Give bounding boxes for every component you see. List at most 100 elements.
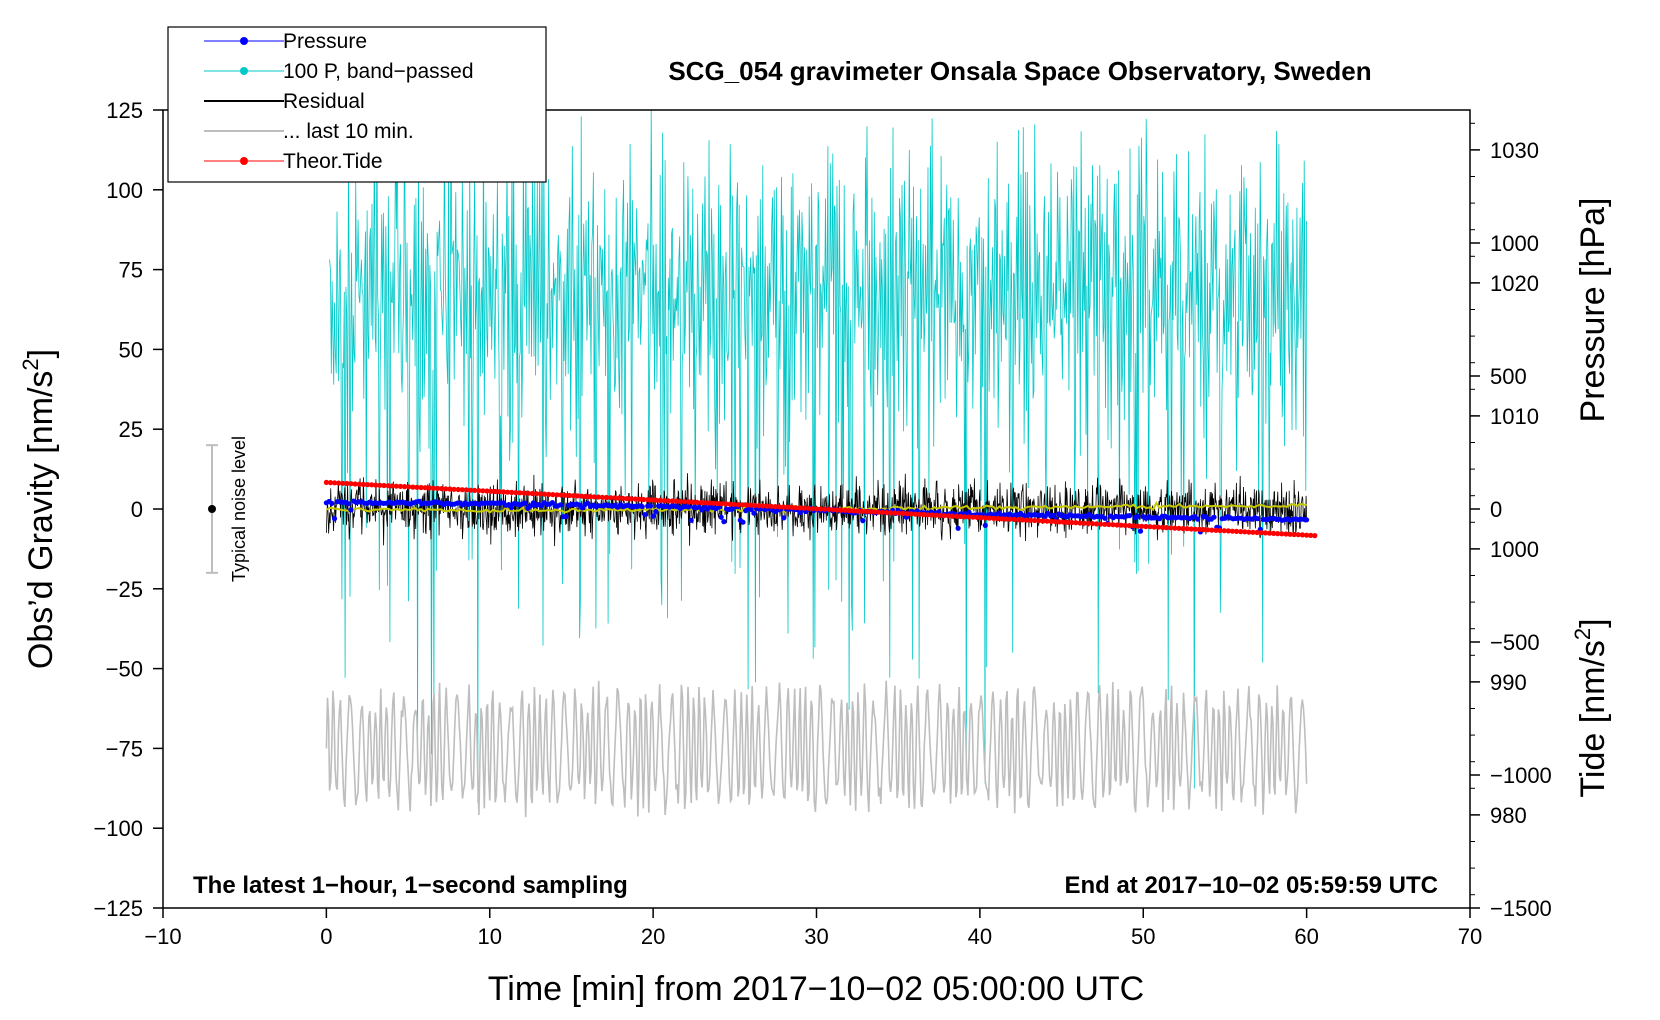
- tide-point: [850, 508, 857, 514]
- pressure-point: [740, 519, 746, 525]
- tide-point: [900, 510, 906, 516]
- tide-point: [500, 489, 507, 495]
- y-left-tick-label: −125: [93, 896, 143, 921]
- tide-tick-label: −1500: [1490, 896, 1552, 921]
- pressure-point: [563, 513, 569, 520]
- tide-point: [748, 502, 754, 508]
- tide-point: [925, 512, 931, 518]
- tide-point: [348, 481, 354, 487]
- tide-point: [558, 492, 564, 498]
- tide-point: [970, 514, 976, 520]
- legend-swatch-marker: [240, 67, 248, 75]
- tide-point: [1196, 526, 1203, 533]
- legend-label: Theor.Tide: [283, 150, 383, 173]
- tide-point: [612, 495, 618, 501]
- noise-level-center: [208, 505, 217, 513]
- tide-point: [1295, 532, 1301, 538]
- tide-point: [1304, 532, 1310, 538]
- pressure-tick-label: 1030: [1490, 138, 1539, 163]
- tide-point: [702, 500, 708, 506]
- tide-point: [986, 515, 993, 521]
- tide-point: [966, 514, 972, 520]
- pressure-point: [579, 505, 585, 511]
- annotation-end-time: End at 2017−10−02 05:59:59 UTC: [1064, 872, 1438, 899]
- pressure-point: [982, 522, 988, 529]
- tide-point: [1131, 523, 1137, 529]
- tide-point: [1019, 517, 1025, 523]
- tide-point: [929, 512, 935, 518]
- tide-point: [1192, 526, 1198, 532]
- pressure-point: [1102, 515, 1108, 521]
- y-left-tick-label: 75: [119, 258, 143, 283]
- tide-point: [978, 515, 984, 521]
- tide-point: [818, 506, 824, 512]
- tide-point: [743, 502, 750, 508]
- tide-point: [780, 504, 787, 510]
- tide-point: [451, 486, 457, 492]
- tide-point: [995, 515, 1001, 522]
- pressure-point: [508, 505, 515, 511]
- pressure-point: [642, 511, 648, 518]
- tide-point: [1262, 530, 1268, 536]
- tide-point: [1085, 520, 1091, 527]
- tide-point: [521, 490, 527, 496]
- tide-point: [1254, 529, 1260, 536]
- pressure-point: [647, 503, 654, 509]
- tide-point: [822, 506, 828, 512]
- tide-point: [472, 487, 478, 493]
- tide-point: [496, 489, 502, 495]
- tide-point: [1036, 518, 1042, 524]
- tide-point: [1201, 527, 1207, 533]
- tide-point: [603, 494, 610, 501]
- tide-point: [661, 498, 667, 504]
- tide-point: [682, 499, 688, 505]
- tide-point: [974, 514, 980, 521]
- tide-point: [1069, 519, 1075, 526]
- tide-point: [620, 495, 626, 501]
- tide-point: [546, 491, 552, 497]
- pressure-point: [1255, 516, 1261, 522]
- tide-point: [999, 516, 1005, 522]
- tide-point: [1122, 522, 1128, 529]
- tide-point: [871, 509, 877, 515]
- tide-point: [373, 482, 379, 488]
- tide-point: [1089, 521, 1095, 527]
- tide-point: [813, 506, 820, 512]
- tide-point: [624, 496, 630, 502]
- tide-point: [1180, 525, 1186, 532]
- tide-point: [1093, 521, 1100, 527]
- y-left-tick-label: −50: [106, 657, 143, 682]
- pressure-tick-label: 1020: [1490, 271, 1539, 296]
- tide-point: [916, 511, 923, 517]
- tide-point: [953, 513, 960, 519]
- tide-point: [1238, 529, 1244, 535]
- series-theoretical-tide: [323, 479, 1318, 539]
- tide-point: [591, 494, 597, 500]
- tide-point: [406, 484, 412, 490]
- tide-point: [933, 512, 939, 518]
- x-tick-label: 40: [968, 924, 992, 949]
- y-left-tick-label: 50: [119, 337, 143, 362]
- pressure-tick-label: 990: [1490, 670, 1527, 695]
- tide-point: [1151, 524, 1157, 530]
- tide-point: [1155, 524, 1161, 530]
- pressure-point: [348, 507, 354, 513]
- tide-point: [554, 492, 560, 498]
- tide-point: [896, 510, 902, 516]
- tide-point: [340, 480, 346, 486]
- tide-point: [467, 487, 474, 493]
- tide-point: [731, 501, 737, 507]
- tide-point: [830, 507, 836, 513]
- tide-point: [439, 486, 445, 492]
- tide-point: [583, 493, 589, 499]
- tide-point: [389, 483, 395, 489]
- tide-point: [1250, 529, 1256, 535]
- tide-point: [715, 500, 721, 507]
- tide-point: [1102, 521, 1108, 527]
- tide-point: [1011, 516, 1017, 523]
- tide-point: [892, 510, 898, 516]
- tide-point: [941, 513, 947, 519]
- tide-point: [1233, 528, 1240, 535]
- x-tick-label: 0: [320, 924, 332, 949]
- x-tick-label: 10: [478, 924, 502, 949]
